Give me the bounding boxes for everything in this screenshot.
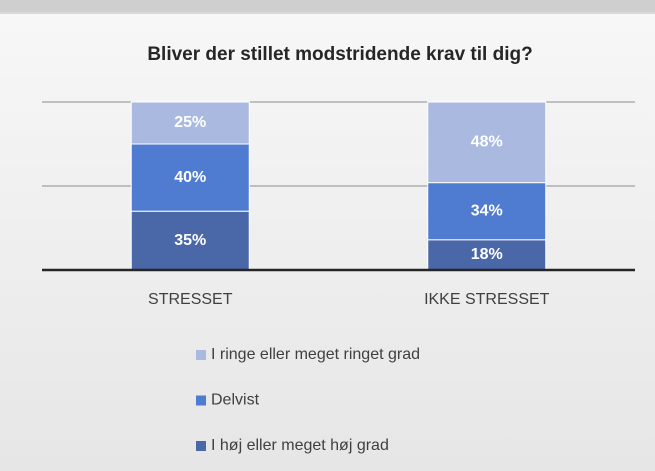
bar-segment bbox=[427, 182, 547, 241]
data-label: 40% bbox=[174, 169, 206, 186]
chart-background bbox=[0, 14, 655, 471]
data-label: 48% bbox=[471, 134, 503, 151]
legend-swatch bbox=[196, 395, 206, 406]
legend-swatch bbox=[196, 441, 206, 451]
data-label: 25% bbox=[174, 114, 206, 131]
data-label: 34% bbox=[471, 202, 503, 219]
legend-label: Delvist bbox=[211, 392, 260, 409]
legend-label: I ringe eller meget ringet grad bbox=[211, 346, 420, 363]
bar-segment bbox=[130, 101, 250, 145]
bar-segment bbox=[130, 210, 250, 271]
legend-label: I høj eller meget høj grad bbox=[211, 437, 389, 454]
bar-segment bbox=[427, 101, 547, 184]
data-label: 18% bbox=[471, 246, 503, 263]
top-strip bbox=[0, 0, 655, 12]
chart-title: Bliver der stillet modstridende krav til… bbox=[147, 44, 532, 65]
x-tick-label: IKKE STRESSET bbox=[424, 291, 550, 308]
x-tick-label: STRESSET bbox=[148, 291, 233, 308]
data-label: 35% bbox=[174, 232, 206, 249]
legend-swatch bbox=[196, 350, 206, 360]
